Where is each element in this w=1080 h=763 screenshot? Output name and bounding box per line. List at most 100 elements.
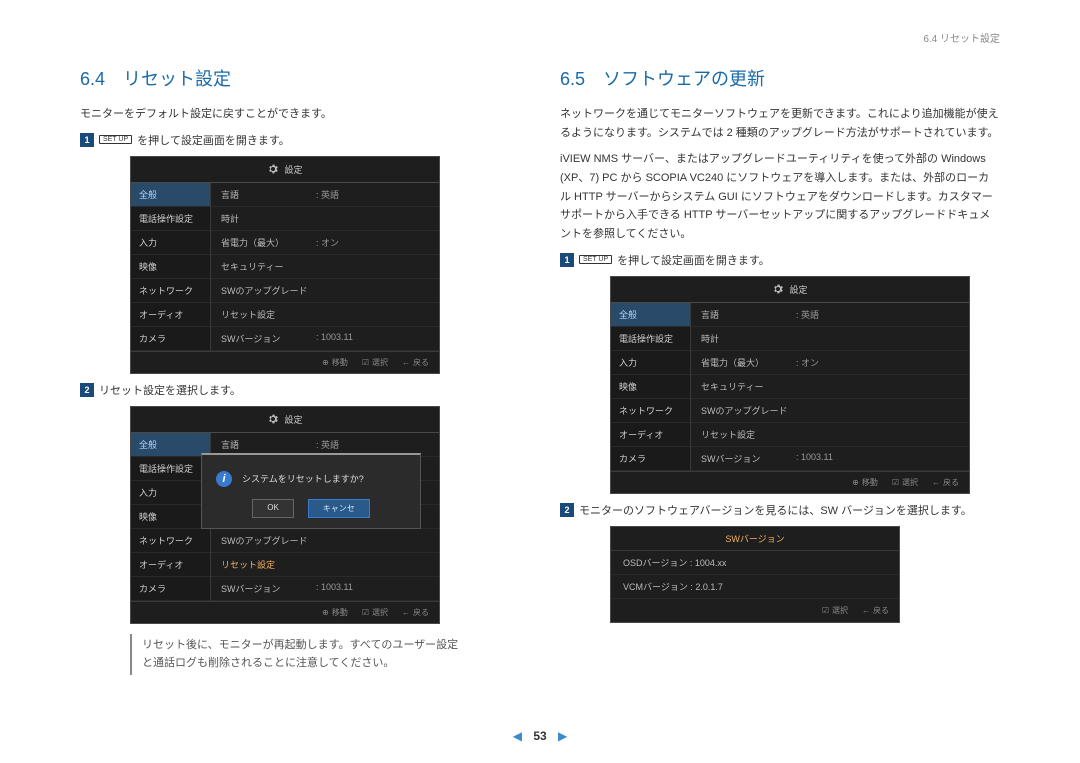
- row-swver-2[interactable]: SWバージョン: 1003.11: [211, 577, 439, 601]
- settings-panel-3: 設定 全般 電話操作設定 入力 映像 ネットワーク オーディオ カメラ 言語: …: [610, 276, 970, 494]
- panel-sidebar-2: 全般 電話操作設定 入力 映像 ネットワーク オーディオ カメラ: [131, 433, 211, 601]
- step-num-1: 1: [80, 133, 94, 147]
- sidebar-item-camera-2[interactable]: カメラ: [131, 577, 210, 601]
- setup-key-icon-r: SET UP: [579, 255, 612, 264]
- page-number: 53: [533, 729, 546, 743]
- sidebar-item-input-3[interactable]: 入力: [611, 351, 690, 375]
- step-1-left: 1 SET UP を押して設定画面を開きます。: [80, 132, 520, 148]
- section-title-64: 6.4 リセット設定: [80, 65, 520, 91]
- intro-64: モニターをデフォルト設定に戻すことができます。: [80, 105, 520, 124]
- sidebar-item-audio[interactable]: オーディオ: [131, 303, 210, 327]
- row-security-3[interactable]: セキュリティー: [691, 375, 969, 399]
- right-column: 6.5 ソフトウェアの更新 ネットワークを通じてモニターソフトウェアを更新できま…: [560, 65, 1000, 675]
- step-1-right: 1 SET UP を押して設定画面を開きます。: [560, 252, 1000, 268]
- row-clock[interactable]: 時計: [211, 207, 439, 231]
- step-num-1r: 1: [560, 253, 574, 267]
- prev-page-icon[interactable]: ◀: [513, 729, 522, 743]
- sidebar-item-video-3[interactable]: 映像: [611, 375, 690, 399]
- sidebar-item-phone-2[interactable]: 電話操作設定: [131, 457, 210, 481]
- sidebar-item-camera[interactable]: カメラ: [131, 327, 210, 351]
- footer-select-3: 選択: [892, 477, 918, 488]
- panel-footer-3: 移動 選択 戻る: [611, 471, 969, 493]
- panel-main-3: 言語: 英語 時計 省電力（最大）: オン セキュリティー SWのアップグレード…: [691, 303, 969, 471]
- row-reset[interactable]: リセット設定: [211, 303, 439, 327]
- panel-title-bar-2: 設定: [131, 407, 439, 433]
- row-clock-3[interactable]: 時計: [691, 327, 969, 351]
- row-security[interactable]: セキュリティー: [211, 255, 439, 279]
- panel-title: 設定: [284, 163, 302, 176]
- step-2r-text: モニターのソフトウェアバージョンを見るには、SW バージョンを選択します。: [579, 502, 972, 518]
- para2-65: iVIEW NMS サーバー、またはアップグレードユーティリティを使って外部の …: [560, 150, 1000, 243]
- sidebar-item-phone-3[interactable]: 電話操作設定: [611, 327, 690, 351]
- row-lang[interactable]: 言語: 英語: [211, 183, 439, 207]
- sidebar-item-input[interactable]: 入力: [131, 231, 210, 255]
- dialog-message: システムをリセットしますか?: [242, 472, 364, 485]
- panel-footer: 移動 選択 戻る: [131, 351, 439, 373]
- sidebar-item-network-3[interactable]: ネットワーク: [611, 399, 690, 423]
- row-upgrade-2[interactable]: SWのアップグレード: [211, 529, 439, 553]
- left-column: 6.4 リセット設定 モニターをデフォルト設定に戻すことができます。 1 SET…: [80, 65, 520, 675]
- step-num-2r: 2: [560, 503, 574, 517]
- info-icon: i: [216, 471, 232, 487]
- panel-sidebar: 全般 電話操作設定 入力 映像 ネットワーク オーディオ カメラ: [131, 183, 211, 351]
- panel-main: 言語: 英語 時計 省電力（最大）: オン セキュリティー SWのアップグレード…: [211, 183, 439, 351]
- sw-footer: 選択 戻る: [611, 599, 899, 622]
- row-upgrade-3[interactable]: SWのアップグレード: [691, 399, 969, 423]
- sw-version-panel: SWバージョン OSDバージョン : 1004.xx VCMバージョン : 2.…: [610, 526, 900, 623]
- sidebar-item-network-2[interactable]: ネットワーク: [131, 529, 210, 553]
- footer-back-3: 戻る: [932, 477, 959, 488]
- row-power[interactable]: 省電力（最大）: オン: [211, 231, 439, 255]
- footer-move-2: 移動: [322, 607, 348, 618]
- row-power-3[interactable]: 省電力（最大）: オン: [691, 351, 969, 375]
- sidebar-item-phone[interactable]: 電話操作設定: [131, 207, 210, 231]
- sidebar-item-audio-3[interactable]: オーディオ: [611, 423, 690, 447]
- row-swver-3[interactable]: SWバージョン: 1003.11: [691, 447, 969, 471]
- sidebar-item-audio-2[interactable]: オーディオ: [131, 553, 210, 577]
- footer-back-2: 戻る: [402, 607, 429, 618]
- sw-title: SWバージョン: [611, 527, 899, 551]
- sidebar-item-video[interactable]: 映像: [131, 255, 210, 279]
- panel-title-bar: 設定: [131, 157, 439, 183]
- ok-button[interactable]: OK: [252, 499, 294, 518]
- cancel-button[interactable]: キャンセ: [308, 499, 370, 518]
- sidebar-item-camera-3[interactable]: カメラ: [611, 447, 690, 471]
- footer-move-3: 移動: [852, 477, 878, 488]
- row-lang-3[interactable]: 言語: 英語: [691, 303, 969, 327]
- sidebar-item-general[interactable]: 全般: [131, 183, 210, 207]
- sidebar-item-general-2[interactable]: 全般: [131, 433, 210, 457]
- step-num-2: 2: [80, 383, 94, 397]
- panel-title-bar-3: 設定: [611, 277, 969, 303]
- row-swver[interactable]: SWバージョン: 1003.11: [211, 327, 439, 351]
- panel-footer-2: 移動 選択 戻る: [131, 601, 439, 623]
- next-page-icon[interactable]: ▶: [558, 729, 567, 743]
- row-reset-2[interactable]: リセット設定: [211, 553, 439, 577]
- step-2-text: リセット設定を選択します。: [99, 382, 241, 398]
- panel-title-3: 設定: [789, 283, 807, 296]
- footer-select-2: 選択: [362, 607, 388, 618]
- settings-panel-1: 設定 全般 電話操作設定 入力 映像 ネットワーク オーディオ カメラ 言語: …: [130, 156, 440, 374]
- note-box: リセット後に、モニターが再起動します。すべてのユーザー設定と通話ログも削除される…: [130, 634, 460, 675]
- sw-footer-select: 選択: [822, 605, 848, 616]
- gear-icon: [267, 163, 279, 175]
- reset-dialog: i システムをリセットしますか? OK キャンセ: [201, 453, 421, 529]
- sidebar-item-video-2[interactable]: 映像: [131, 505, 210, 529]
- section-title-65: 6.5 ソフトウェアの更新: [560, 65, 1000, 91]
- panel-title-2: 設定: [284, 413, 302, 426]
- step-2-right: 2 モニターのソフトウェアバージョンを見るには、SW バージョンを選択します。: [560, 502, 1000, 518]
- intro-65: ネットワークを通じてモニターソフトウェアを更新できます。これにより追加機能が使え…: [560, 105, 1000, 142]
- step-1r-text: を押して設定画面を開きます。: [617, 252, 770, 268]
- breadcrumb: 6.4 リセット設定: [923, 34, 1000, 45]
- page-header: 6.4 リセット設定: [80, 30, 1000, 45]
- sw-footer-back: 戻る: [862, 605, 889, 616]
- footer-back: 戻る: [402, 357, 429, 368]
- gear-icon: [267, 413, 279, 425]
- row-reset-3[interactable]: リセット設定: [691, 423, 969, 447]
- footer-move: 移動: [322, 357, 348, 368]
- sidebar-item-general-3[interactable]: 全般: [611, 303, 690, 327]
- sidebar-item-input-2[interactable]: 入力: [131, 481, 210, 505]
- footer-select: 選択: [362, 357, 388, 368]
- sidebar-item-network[interactable]: ネットワーク: [131, 279, 210, 303]
- row-upgrade[interactable]: SWのアップグレード: [211, 279, 439, 303]
- settings-panel-2: 設定 全般 電話操作設定 入力 映像 ネットワーク オーディオ カメラ 言語: …: [130, 406, 440, 624]
- gear-icon: [772, 283, 784, 295]
